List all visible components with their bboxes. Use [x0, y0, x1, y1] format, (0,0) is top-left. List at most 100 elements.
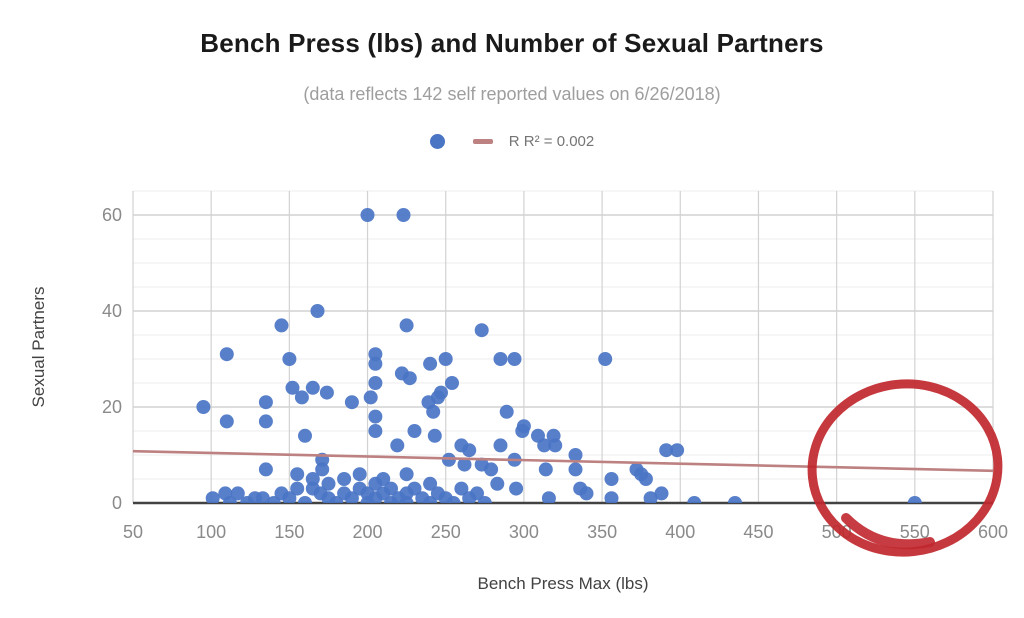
scatter-point [319, 385, 334, 400]
scatter-point [541, 491, 556, 503]
scatter-point [477, 496, 492, 503]
scatter-point [446, 496, 461, 503]
scatter-point [368, 356, 383, 371]
scatter-point [205, 491, 220, 503]
chart-legend: R R² = 0.002 [0, 133, 1024, 150]
annotation-tail-stroke [841, 513, 935, 550]
x-tick-label: 150 [274, 522, 304, 542]
scatter-point [315, 462, 330, 477]
scatter-point [537, 438, 552, 453]
trendline-dash-icon [472, 139, 493, 144]
scatter-point [219, 414, 234, 429]
scatter-point [344, 395, 359, 410]
y-axis-title: Sexual Partners [29, 287, 48, 408]
trend-line [132, 449, 994, 473]
scatter-point [368, 476, 383, 491]
scatter-point [907, 496, 922, 503]
scatter-point [258, 462, 273, 477]
scatter-point [515, 424, 530, 438]
scatter-point [474, 323, 489, 338]
scatter-point [298, 428, 312, 443]
scatter-point [598, 352, 613, 366]
scatter-point [290, 467, 305, 482]
scatter-point [337, 472, 352, 486]
scatter-point [399, 496, 414, 503]
scatter-point [294, 390, 309, 405]
x-tick-label: 450 [743, 522, 773, 542]
red-circle-annotation [807, 379, 1003, 557]
x-axis-title: Bench Press Max (lbs) [478, 574, 649, 593]
scatter-point [493, 352, 508, 366]
scatter-point [258, 395, 273, 410]
y-tick-label: 20 [102, 397, 122, 417]
scatter-point [670, 443, 685, 458]
scatter-point [368, 376, 383, 390]
scatter-point [499, 404, 514, 419]
scatter-point [396, 208, 411, 222]
scatter-point [290, 481, 305, 496]
scatter-point [274, 318, 289, 333]
scatter-point [360, 208, 375, 222]
scatter-point [368, 424, 383, 438]
scatter-point [423, 476, 438, 491]
scatter-point [687, 496, 702, 503]
y-tick-label: 40 [102, 301, 122, 321]
scatter-point [509, 481, 524, 496]
annotation-ellipse [807, 379, 1003, 557]
x-tick-label: 300 [509, 522, 539, 542]
x-tick-label: 550 [900, 522, 930, 542]
scatter-point [402, 371, 417, 386]
scatter-point [638, 472, 653, 486]
scatter-point [438, 352, 453, 366]
scatter-point [490, 476, 505, 491]
x-tick-label: 250 [431, 522, 461, 542]
scatter-point [462, 443, 477, 458]
scatter-point [659, 443, 674, 458]
scatter-point [579, 486, 594, 501]
scatter-point [728, 496, 742, 503]
scatter-point [219, 347, 234, 362]
legend-label: R R² = 0.002 [508, 133, 595, 150]
x-tick-label: 50 [123, 522, 143, 542]
chart-title: Bench Press (lbs) and Number of Sexual P… [200, 28, 824, 58]
scatter-point [230, 486, 245, 501]
scatter-point [538, 462, 553, 477]
scatter-point [344, 491, 359, 503]
scatter-point [255, 491, 270, 503]
x-tick-label: 350 [587, 522, 617, 542]
scatter-point [399, 318, 414, 333]
scatter-point [604, 472, 619, 486]
scatter-point [426, 404, 441, 419]
scatter-point [407, 481, 422, 496]
scatter-point [305, 472, 320, 486]
scatter-point [352, 467, 367, 482]
scatter-point [399, 467, 414, 482]
scatter-point [298, 496, 312, 503]
scatter-point [493, 438, 508, 453]
scatter-point [196, 400, 211, 414]
x-tick-label: 200 [353, 522, 383, 542]
chart-subtitle: (data reflects 142 self reported values … [303, 84, 721, 104]
scatter-point [568, 448, 583, 462]
series-dot-icon [429, 134, 445, 149]
scatter-point [285, 380, 300, 395]
y-tick-label: 60 [102, 205, 122, 225]
scatter-point [321, 476, 336, 491]
scatter-point [604, 491, 619, 503]
scatter-point [305, 380, 320, 395]
scatter-point [427, 428, 442, 443]
scatter-point [643, 491, 658, 503]
scatter-point [368, 347, 383, 362]
scatter-point [454, 481, 469, 496]
y-tick-label: 0 [112, 493, 122, 513]
scatter-point [445, 376, 459, 390]
scatter-point [282, 491, 297, 503]
scatter-point [282, 352, 297, 366]
scatter-point [363, 390, 378, 405]
x-tick-label: 100 [196, 522, 226, 542]
scatter-point [390, 438, 405, 453]
scatter-point [507, 352, 522, 366]
x-tick-label: 400 [665, 522, 695, 542]
scatter-point [457, 457, 472, 472]
